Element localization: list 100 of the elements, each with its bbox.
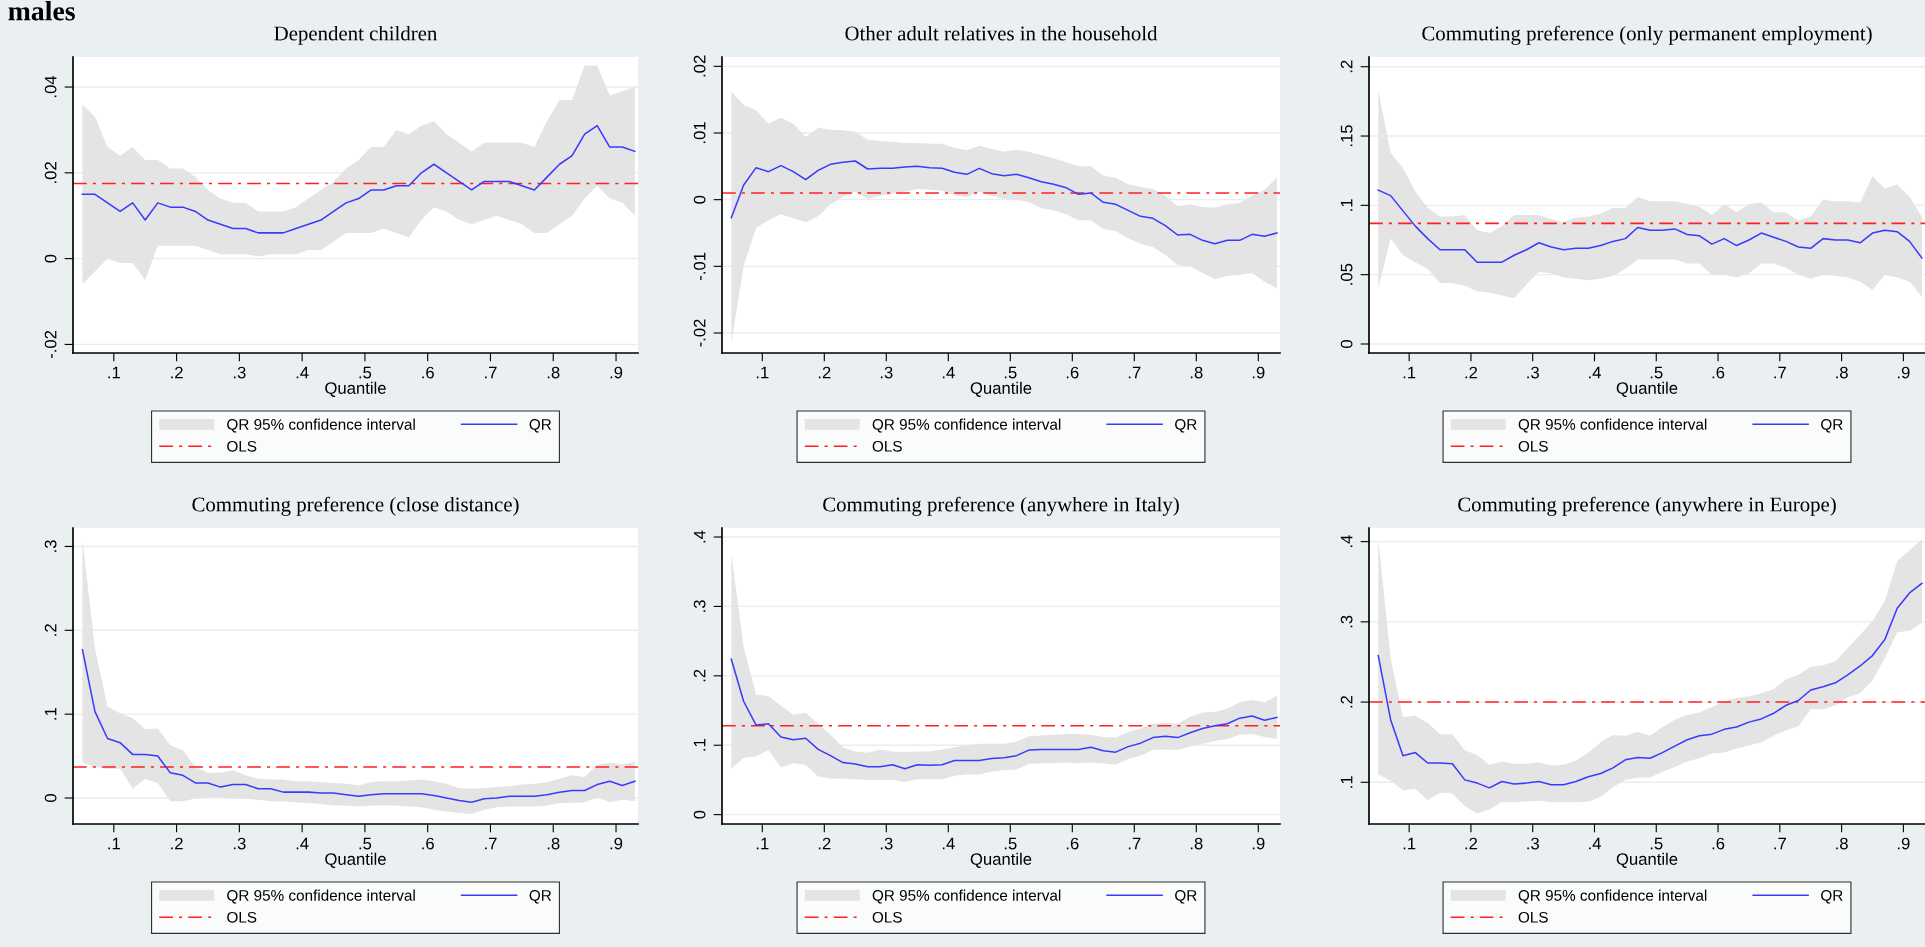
y-tick-label: 0 [693,195,706,204]
x-tick-label: .3 [233,837,246,850]
chart-title: Commuting preference (close distance) [192,496,519,516]
y-tick-label: .02 [693,55,706,77]
x-axis-title: Quantile [1616,852,1678,868]
x-tick-label: .3 [1527,837,1539,850]
y-tick-label: .2 [44,624,57,636]
y-tick-label: .1 [693,739,706,751]
x-axis-title: Quantile [325,381,386,397]
y-tick-label: -.01 [693,252,706,280]
x-tick-label: .7 [485,366,497,379]
x-tick-label: .2 [818,837,831,850]
y-tick-label: .3 [44,540,57,552]
y-tick-label: .1 [1340,199,1353,211]
legend-label: QR [1175,419,1197,433]
legend-label: QR [529,890,552,904]
x-tick-label: .4 [942,366,955,379]
legend-label: QR [529,419,552,433]
x-tick-label: .3 [880,837,893,850]
x-tick-label: .3 [1527,366,1539,379]
legend-label: QR [1821,890,1843,904]
legend-label: OLS [227,440,257,452]
x-tick-label: .5 [1004,366,1017,379]
y-tick-label: .01 [693,122,706,144]
text: QR 95% confidence interval [1518,889,1707,904]
x-tick-label: .5 [1650,837,1663,850]
x-tick-label: .6 [1712,837,1725,850]
x-tick-label: .9 [610,366,623,379]
x-tick-label: .6 [1066,837,1079,850]
x-tick-label: .9 [1897,366,1910,379]
x-tick-label: .4 [296,366,309,379]
x-tick-label: .9 [1252,366,1265,379]
x-tick-label: .1 [108,366,120,379]
y-tick-label: .4 [1340,535,1353,548]
y-tick-label: 0 [1340,340,1353,348]
x-tick-label: .6 [1712,366,1725,379]
x-tick-label: .9 [610,837,623,850]
legend-label: OLS [872,911,902,923]
y-tick-label: .3 [693,600,706,612]
y-tick-label: 0 [693,810,706,819]
y-tick-label: .1 [1340,776,1353,788]
x-tick-label: .6 [422,837,434,850]
legend-label: QR [1175,890,1197,904]
x-tick-label: .1 [756,366,769,379]
y-tick-label: -.02 [44,330,57,359]
legend-label: OLS [1518,911,1548,923]
x-tick-label: .5 [1650,366,1663,379]
x-tick-label: .5 [1004,837,1017,850]
y-tick-label: 0 [44,254,57,263]
x-tick-label: .2 [1465,366,1478,379]
x-tick-label: .3 [880,366,893,379]
x-tick-label: .2 [818,366,831,379]
x-tick-label: .7 [1128,837,1141,850]
x-tick-label: .5 [359,837,372,850]
x-tick-label: .1 [1403,366,1416,379]
text: QR 95% confidence interval [227,418,415,433]
x-tick-label: .3 [233,366,246,379]
y-tick-label: .15 [1340,125,1353,147]
text: QR 95% confidence interval [872,889,1061,904]
y-tick-label: -.02 [693,319,706,347]
chart-title: Commuting preference (only permanent employment) [1422,25,1872,45]
x-axis-title: Quantile [1616,381,1678,397]
y-tick-label: .4 [693,530,706,543]
x-tick-label: .4 [296,837,309,850]
x-tick-label: .8 [547,366,560,379]
chart-title: Other adult relatives in the household [845,25,1158,41]
x-tick-label: .6 [422,366,434,379]
legend-label: OLS [872,440,902,452]
text: QR 95% confidence interval [227,889,415,904]
x-tick-label: .7 [1128,366,1141,379]
y-tick-label: 0 [44,794,57,802]
x-tick-label: .2 [171,837,183,850]
line-series [81,648,636,803]
chart-title: Dependent children [274,25,438,45]
y-tick-label: .2 [693,669,706,682]
chart-title: Commuting preference (anywhere in Italy) [823,496,1179,516]
line-series [730,658,1278,770]
x-tick-label: .9 [1897,837,1910,850]
line-series [1377,189,1923,263]
x-tick-label: .1 [108,837,120,850]
legend-label: QR [1821,419,1843,433]
x-tick-label: .7 [485,837,497,850]
legend-label: OLS [1518,440,1548,452]
x-tick-label: .1 [756,837,769,850]
line-series [730,160,1278,245]
y-tick-label: .2 [1340,695,1353,708]
x-axis-title: Quantile [970,381,1032,397]
x-tick-label: .1 [1403,837,1416,850]
x-tick-label: .6 [1066,366,1079,379]
x-axis-title: Quantile [970,852,1032,868]
x-tick-label: .2 [171,366,183,379]
x-tick-label: .4 [1589,837,1601,850]
line-series [1377,582,1923,789]
y-tick-label: .1 [44,708,57,720]
chart-title: Commuting preference (anywhere in Europe) [1458,496,1836,516]
text: males [8,0,75,21]
x-tick-label: .8 [1190,366,1203,379]
y-tick-label: .02 [44,162,57,183]
legend-label: OLS [227,911,257,923]
x-tick-label: .9 [1252,837,1265,850]
